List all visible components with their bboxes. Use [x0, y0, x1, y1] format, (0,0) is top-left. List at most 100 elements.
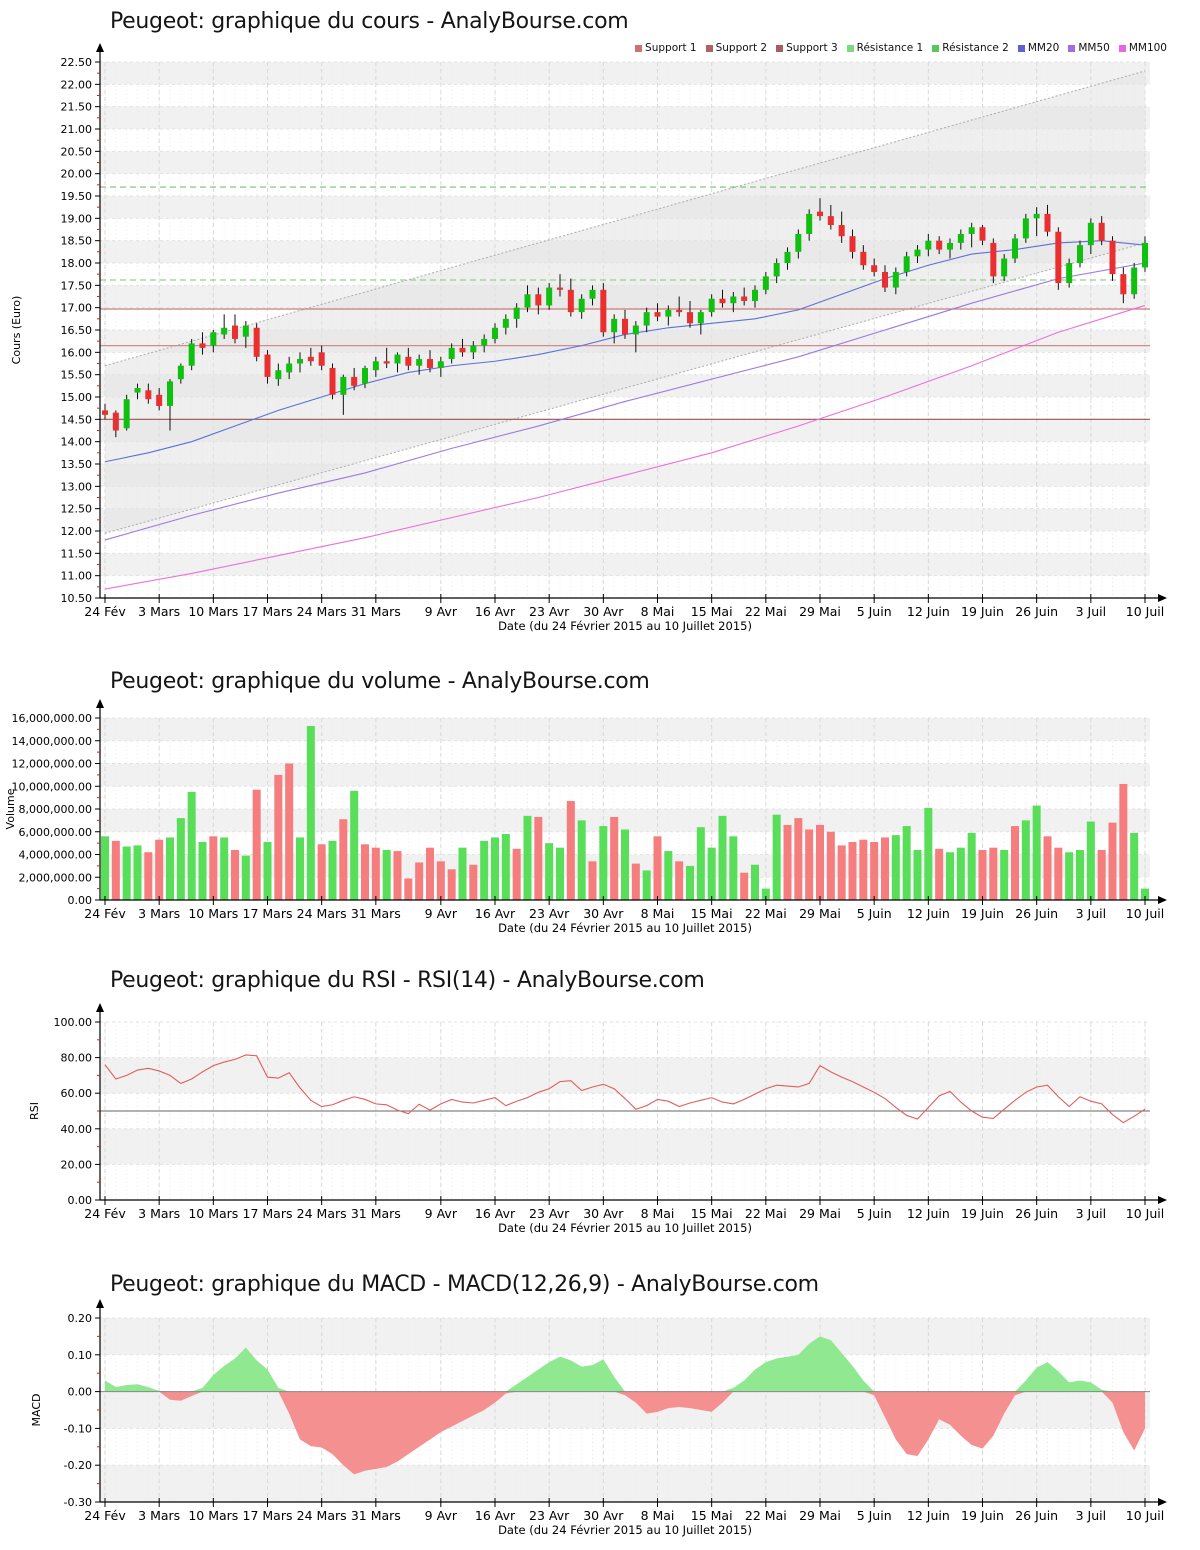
axis-text: 16.00	[61, 346, 93, 359]
rsi-line	[104, 1054, 1146, 1124]
candle-body	[481, 338, 488, 346]
axis-text: 22.50	[61, 56, 93, 69]
volume-bar	[133, 845, 142, 900]
axis-text: 31 Mars	[351, 906, 401, 921]
volume-bar	[599, 826, 608, 900]
volume-bar	[935, 848, 944, 900]
legend-item: MM100	[1118, 42, 1167, 54]
candle-body	[925, 240, 932, 250]
candle-body	[253, 327, 260, 357]
plot-stripe	[100, 1465, 1150, 1502]
axis-text: 26 Juin	[1015, 604, 1058, 619]
y-axis-arrow	[96, 43, 104, 52]
axis-text: 3 Juil	[1076, 1508, 1106, 1523]
axis-text: 12.00	[61, 525, 93, 538]
legend-item: MM20	[1017, 42, 1059, 54]
volume-bar	[859, 839, 868, 900]
volume-bar	[566, 801, 575, 900]
axis-text: 23 Avr	[529, 1508, 570, 1523]
candle-body	[156, 394, 163, 406]
legend-swatch-icon	[1068, 44, 1076, 52]
candle-body	[676, 309, 683, 313]
axis-text: 3 Mars	[138, 1206, 180, 1221]
volume-bar	[729, 836, 738, 900]
volume-bar	[469, 864, 478, 900]
axis-text: 17 Mars	[243, 604, 293, 619]
volume-bar	[772, 814, 781, 900]
axis-text: 24 Fév	[84, 604, 126, 619]
candle-body	[1012, 238, 1018, 259]
macd-positive-area	[105, 1336, 1145, 1392]
volume-bar	[686, 865, 694, 900]
candle-body	[914, 249, 921, 257]
candle-body	[513, 307, 520, 319]
volume-bar	[751, 864, 759, 900]
axis-text: 5 Juin	[857, 604, 892, 619]
axis-text: 9 Avr	[425, 1206, 458, 1221]
candle-body	[307, 356, 314, 362]
volume-bar	[447, 869, 456, 900]
candle-body	[1142, 242, 1148, 268]
candle-body	[882, 271, 888, 288]
volume-bar	[426, 847, 434, 900]
candle-body	[383, 361, 390, 364]
candle-body	[990, 242, 997, 277]
axis-text: 18.00	[61, 257, 93, 270]
candle-body	[275, 370, 282, 380]
candle-body	[232, 325, 238, 339]
volume-bar	[501, 834, 510, 900]
candle-body	[1044, 213, 1051, 232]
candle-body	[102, 410, 108, 415]
axis-text: 10 Juil	[1126, 906, 1164, 921]
candle-body	[372, 361, 379, 371]
volume-bar	[664, 851, 673, 900]
volume-bar	[946, 852, 954, 900]
y-axis-title: Volume	[4, 788, 17, 829]
candle-body	[903, 256, 910, 272]
axis-text: 80.00	[61, 1052, 93, 1065]
candle-body	[264, 354, 271, 377]
volume-bar	[285, 763, 294, 900]
candle-body	[752, 289, 758, 301]
candle-body	[968, 227, 975, 234]
volume-bar	[382, 849, 391, 900]
axis-text: 22 Mai	[745, 906, 787, 921]
axis-text: 19.00	[61, 212, 93, 225]
volume-bar	[870, 841, 879, 900]
axis-text: 29 Mai	[799, 906, 841, 921]
axis-text: 24 Fév	[84, 1508, 126, 1523]
axis-text: 9 Avr	[425, 906, 458, 921]
candle-body	[762, 276, 769, 290]
axis-text: 14.00	[61, 436, 93, 449]
volume-bar	[317, 844, 326, 900]
axis-text: 30 Avr	[583, 906, 624, 921]
ma-line-mm100	[104, 304, 1146, 590]
volume-bar	[1065, 852, 1074, 900]
candle-body	[600, 289, 607, 333]
x-axis-title: Date (du 24 Février 2015 au 10 Juillet 2…	[498, 1221, 752, 1235]
axis-text: 9 Avr	[425, 604, 458, 619]
volume-bar	[978, 849, 987, 900]
axis-text: 10 Mars	[188, 906, 238, 921]
candle-body	[773, 263, 780, 277]
candle-body	[524, 294, 531, 308]
volume-bar	[761, 888, 770, 900]
axis-text: 8 Mai	[641, 906, 675, 921]
candle-body	[654, 312, 661, 317]
candle-body	[112, 412, 119, 431]
legend-item: Support 3	[776, 42, 838, 54]
legend-swatch-icon	[932, 44, 940, 52]
axis-text: 31 Mars	[351, 1206, 401, 1221]
candle-body	[1131, 267, 1138, 295]
axis-text: 19 Juin	[961, 906, 1004, 921]
legend-swatch-icon	[705, 44, 713, 52]
axis-text: 11.50	[61, 547, 93, 560]
axis-text: 21.00	[61, 123, 93, 136]
axis-text: 18.50	[61, 235, 93, 248]
volume-bar	[805, 829, 814, 900]
volume-bar	[826, 831, 835, 900]
axis-text: 26 Juin	[1015, 1206, 1058, 1221]
axis-text: 0.10	[68, 1349, 93, 1362]
candle-body	[188, 343, 195, 366]
axis-text: 22 Mai	[745, 1206, 787, 1221]
